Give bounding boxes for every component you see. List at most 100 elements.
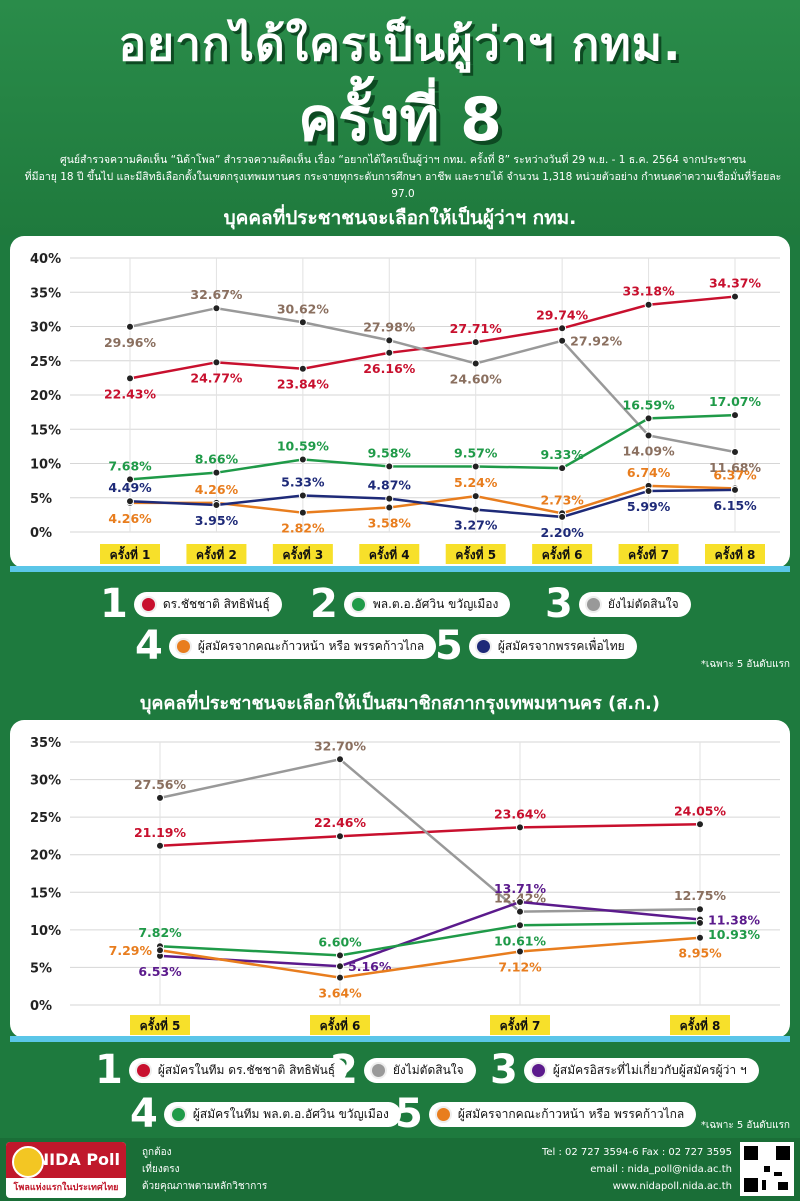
data-label: 2.82% xyxy=(281,521,325,536)
data-point xyxy=(558,512,567,521)
data-point xyxy=(731,485,739,494)
data-label: 8.66% xyxy=(195,452,239,467)
data-label: 3.64% xyxy=(318,986,362,1001)
chart1-strip xyxy=(10,566,790,572)
data-point xyxy=(126,475,134,484)
data-point xyxy=(212,468,221,477)
data-label: 7.29% xyxy=(109,943,153,958)
data-point xyxy=(644,300,653,309)
data-label: 22.46% xyxy=(314,815,367,830)
data-label: 32.70% xyxy=(314,738,367,753)
data-label: 2.73% xyxy=(540,492,584,507)
data-label: 9.58% xyxy=(368,445,412,460)
data-label: 6.37% xyxy=(713,467,757,482)
legend-swatch xyxy=(349,595,367,613)
data-label: 9.57% xyxy=(454,445,498,460)
x-tick-label: ครั้งที่ 6 xyxy=(542,545,583,562)
data-label: 17.07% xyxy=(709,394,762,409)
data-label: 10.61% xyxy=(494,933,547,948)
chart2-note: *เฉพาะ 5 อันดับแรก xyxy=(700,1120,790,1131)
slogan-line-1: ถูกต้อง xyxy=(142,1147,172,1158)
x-tick-tag xyxy=(670,1015,730,1035)
data-point xyxy=(336,755,344,764)
y-tick-label: 35% xyxy=(30,736,61,751)
contact-web[interactable]: www.nidapoll.nida.ac.th xyxy=(612,1181,732,1192)
legend-label: ยังไม่ตัดสินใจ xyxy=(607,596,679,611)
data-point xyxy=(298,455,307,464)
data-label: 24.05% xyxy=(674,803,727,818)
contact-email[interactable]: email : nida_poll@nida.ac.th xyxy=(590,1164,732,1175)
legend-number: 5 xyxy=(435,623,463,669)
data-label: 6.74% xyxy=(627,465,671,480)
data-label: 23.64% xyxy=(494,806,547,821)
data-point xyxy=(385,348,394,357)
data-point xyxy=(336,832,344,841)
legend-number: 1 xyxy=(100,581,128,627)
legend-pill: ผู้สมัครจากคณะก้าวหน้า หรือ พรรคก้าวไกล xyxy=(168,633,437,659)
legend-swatch xyxy=(529,1061,547,1079)
data-label: 12.75% xyxy=(674,888,727,903)
legend-item: 5 ผู้สมัครจากพรรคเพื่อไทย xyxy=(435,626,637,666)
x-tick-label: ครั้งที่ 8 xyxy=(680,1016,721,1033)
x-tick-label: ครั้งที่ 6 xyxy=(320,1016,361,1033)
series-line xyxy=(129,413,736,481)
legend-pill: พล.ต.อ.อัศวิน ขวัญเมือง xyxy=(343,591,511,617)
y-tick-label: 35% xyxy=(30,286,61,301)
page-subtitle: ครั้งที่ 8 xyxy=(298,85,502,155)
legend-label: ดร.ชัชชาติ สิทธิพันธุ์ xyxy=(162,596,270,611)
data-label: 23.84% xyxy=(277,377,330,392)
data-point xyxy=(126,497,134,506)
x-tick-tag xyxy=(618,544,679,564)
data-label: 22.43% xyxy=(104,386,157,401)
legend-item: 4 ผู้สมัครจากคณะก้าวหน้า หรือ พรรคก้าวไกล xyxy=(135,626,437,666)
y-tick-label: 20% xyxy=(30,849,61,864)
y-tick-label: 15% xyxy=(30,886,61,901)
data-label: 7.68% xyxy=(108,458,152,473)
legend-swatch xyxy=(369,1061,387,1079)
legend-pill: ดร.ชัชชาติ สิทธิพันธุ์ xyxy=(133,591,282,617)
data-label: 13.71% xyxy=(494,881,547,896)
data-point xyxy=(558,464,567,473)
data-label: 5.33% xyxy=(281,474,325,489)
legend-label: พล.ต.อ.อัศวิน ขวัญเมือง xyxy=(372,596,499,611)
data-point xyxy=(516,921,524,930)
y-tick-label: 20% xyxy=(30,389,61,404)
x-tick-tag xyxy=(359,544,420,564)
x-tick-label: ครั้งที่ 1 xyxy=(110,545,151,562)
logo-text: NIDA Poll xyxy=(35,1150,120,1169)
data-label: 5.99% xyxy=(627,499,671,514)
data-point xyxy=(298,491,307,500)
data-label: 7.12% xyxy=(498,959,542,974)
data-label: 27.98% xyxy=(363,319,416,334)
data-label: 2.20% xyxy=(540,525,584,540)
data-point xyxy=(516,823,524,832)
legend-swatch xyxy=(134,1061,152,1079)
legend-item: 4 ผู้สมัครในทีม พล.ต.อ.อัศวิน ขวัญเมือง xyxy=(130,1094,401,1134)
data-point xyxy=(644,486,653,495)
x-tick-tag xyxy=(130,1015,190,1035)
data-point xyxy=(385,336,394,345)
legend-swatch xyxy=(474,637,492,655)
x-tick-label: ครั้งที่ 4 xyxy=(369,545,410,562)
data-label: 9.33% xyxy=(540,447,584,462)
data-point xyxy=(336,962,344,971)
data-point xyxy=(212,500,221,509)
y-tick-label: 10% xyxy=(30,924,61,939)
data-label: 27.92% xyxy=(570,334,623,349)
data-label: 6.60% xyxy=(318,934,362,949)
series-line xyxy=(159,921,701,957)
data-label: 27.71% xyxy=(450,321,503,336)
data-point xyxy=(385,494,394,503)
legend-label: ยังไม่ตัดสินใจ xyxy=(392,1062,464,1077)
data-point xyxy=(471,359,480,368)
chart1-note: *เฉพาะ 5 อันดับแรก xyxy=(700,659,790,670)
data-label: 32.67% xyxy=(190,287,243,302)
x-tick-tag xyxy=(532,544,593,564)
data-point xyxy=(385,462,394,471)
data-point xyxy=(731,411,739,420)
qr-code-icon[interactable] xyxy=(740,1142,794,1196)
data-label: 21.19% xyxy=(134,825,187,840)
data-label: 11.38% xyxy=(708,912,761,927)
data-point xyxy=(298,364,307,373)
data-point xyxy=(644,414,653,423)
